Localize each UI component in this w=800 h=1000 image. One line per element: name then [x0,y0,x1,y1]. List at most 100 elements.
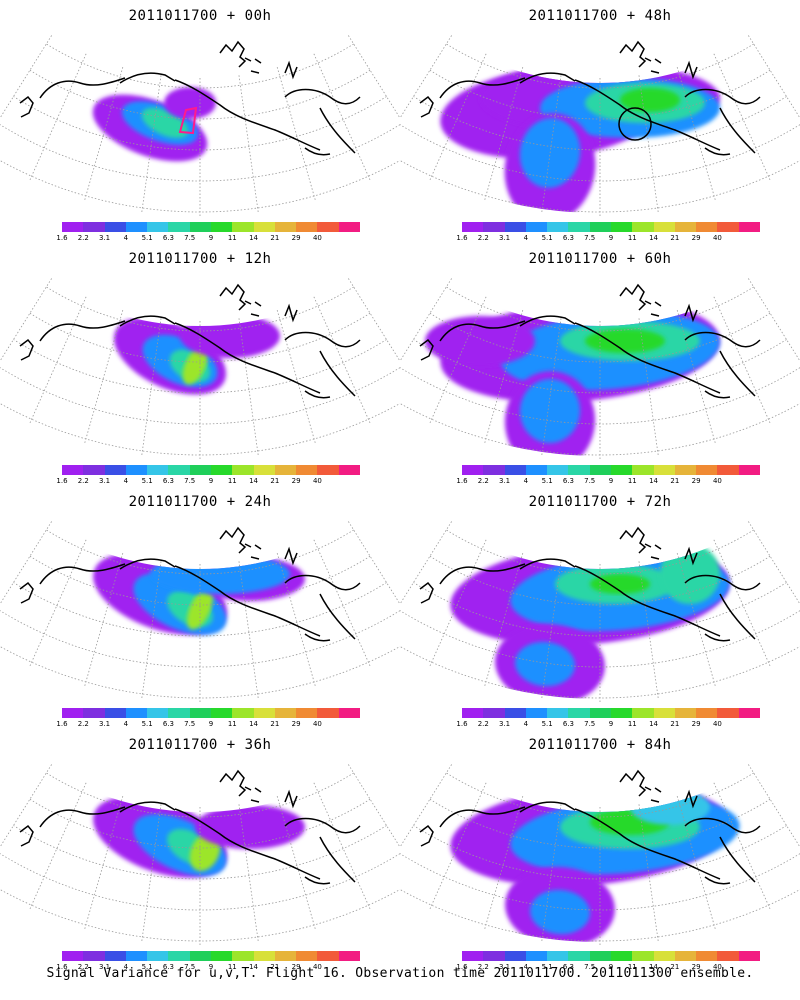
colorbar-segment [696,465,718,475]
coast-line [419,824,434,847]
meridian [400,35,452,119]
colorbar-tick-label: 7.5 [584,234,596,242]
colorbar-tick-label: 2.2 [477,234,489,242]
colorbar-segment [653,222,675,232]
colorbar-segment [462,708,484,718]
colorbar-tick-label: 14 [249,963,259,971]
colorbar-segment [504,708,526,718]
meridian [713,539,772,668]
colorbar-labels: 1.6 2.2 3.1 4 5.1 6.3 7.5 9 11 14 21 29 40 [456,477,760,487]
colorbar-tick-label: 6.3 [162,234,174,242]
variance-contour [164,87,216,119]
colorbar-tick-label: 14 [649,234,659,242]
colorbar-tick-label: 2.2 [477,477,489,485]
meridian [748,521,800,605]
colorbar-tick-label: 11 [227,963,237,971]
coast-line [684,303,761,348]
variance-field [92,87,216,162]
coast-line [684,546,761,591]
colorbar-segment [632,222,654,232]
colorbar-tick-label: 2.2 [77,720,89,728]
colorbar-tick-label: 1.6 [56,477,68,485]
colorbar-segment [317,465,339,475]
meridian [400,521,452,605]
colorbar-segment [189,951,211,961]
colorbar-tick-label: 29 [291,234,301,242]
colorbar-tick-label: 6.3 [562,720,574,728]
colorbar-tick-label: 3.1 [498,720,511,728]
coast-line [39,77,126,99]
panel-title: 2011011700 + 00h [128,8,272,24]
parallel [13,825,387,880]
colorbar [62,708,360,718]
parallel [46,772,354,818]
meridian [313,539,372,668]
colorbar-segment [547,222,569,232]
coast-line [174,808,321,880]
colorbar-tick-label: 7.5 [184,477,196,485]
colorbar-tick-label: 4 [123,234,129,242]
parallel [0,610,400,668]
graticule [0,35,400,218]
colorbar-tick-label: 40 [712,720,722,728]
colorbar-tick-label: 9 [208,720,214,728]
colorbar-segment [525,708,548,718]
coast-line [704,836,756,885]
map-panel-00h: 2011011700 + 00h 1.6 2.2 3.1 4 5.1 6.3 7.5 9 11 14… [0,0,400,243]
colorbar-segment [674,708,697,718]
colorbar-tick-label: 11 [227,720,237,728]
colorbar-labels: 1.6 2.2 3.1 4 5.1 6.3 7.5 9 11 14 21 29 40 [56,234,360,244]
meridian [713,53,772,182]
meridian [713,296,772,425]
colorbar-tick-label: 11 [227,477,237,485]
parallel [400,124,800,182]
coastline [19,526,361,642]
parallel [13,96,387,151]
colorbar-segment [83,951,105,961]
parallel [400,610,800,668]
polar-map [0,35,400,218]
colorbar-segment [125,708,148,718]
colorbar-tick-label: 6.3 [562,963,574,971]
colorbar-segment [589,465,611,475]
meridian [638,561,659,700]
meridian [638,804,659,943]
colorbar-segment [232,951,254,961]
polar-map [400,278,800,461]
colorbar-segment [296,708,318,718]
coast-line [219,526,247,554]
parallel [413,96,787,151]
colorbar-segment [62,222,84,232]
colorbar-tick-label: 2.2 [77,234,89,242]
variance-contour [195,805,305,849]
panel-title: 2011011700 + 72h [528,494,672,510]
panel-title: 2011011700 + 12h [128,251,272,267]
target-region-circle [618,107,652,141]
meridian [348,521,400,605]
colorbar-tick-label: 40 [712,477,722,485]
colorbar-segment [717,708,739,718]
colorbar-tick-label: 9 [608,477,614,485]
colorbar-tick-label: 3.1 [498,963,511,971]
coast-line [684,789,761,834]
coast-line [284,303,361,348]
coast-line [704,350,756,399]
variance-contour [180,314,280,358]
colorbar-segment [547,465,569,475]
coast-line [439,77,526,99]
meridian [0,35,52,119]
figure-caption: Signal Variance for u,v,T. Flight 16. Ob… [46,966,754,981]
colorbar-segment [296,222,318,232]
colorbar-segment [483,465,505,475]
colorbar-tick-label: 6.3 [162,963,174,971]
meridian [348,35,400,119]
colorbar-tick-label: 4 [523,720,529,728]
meridian [238,318,259,457]
meridian [541,75,562,214]
coast-line [574,808,721,880]
parallel [0,159,400,213]
target-region-outline [178,106,198,135]
colorbar-segment [274,951,297,961]
colorbar-tick-label: 9 [208,963,214,971]
colorbar-segment [610,222,633,232]
